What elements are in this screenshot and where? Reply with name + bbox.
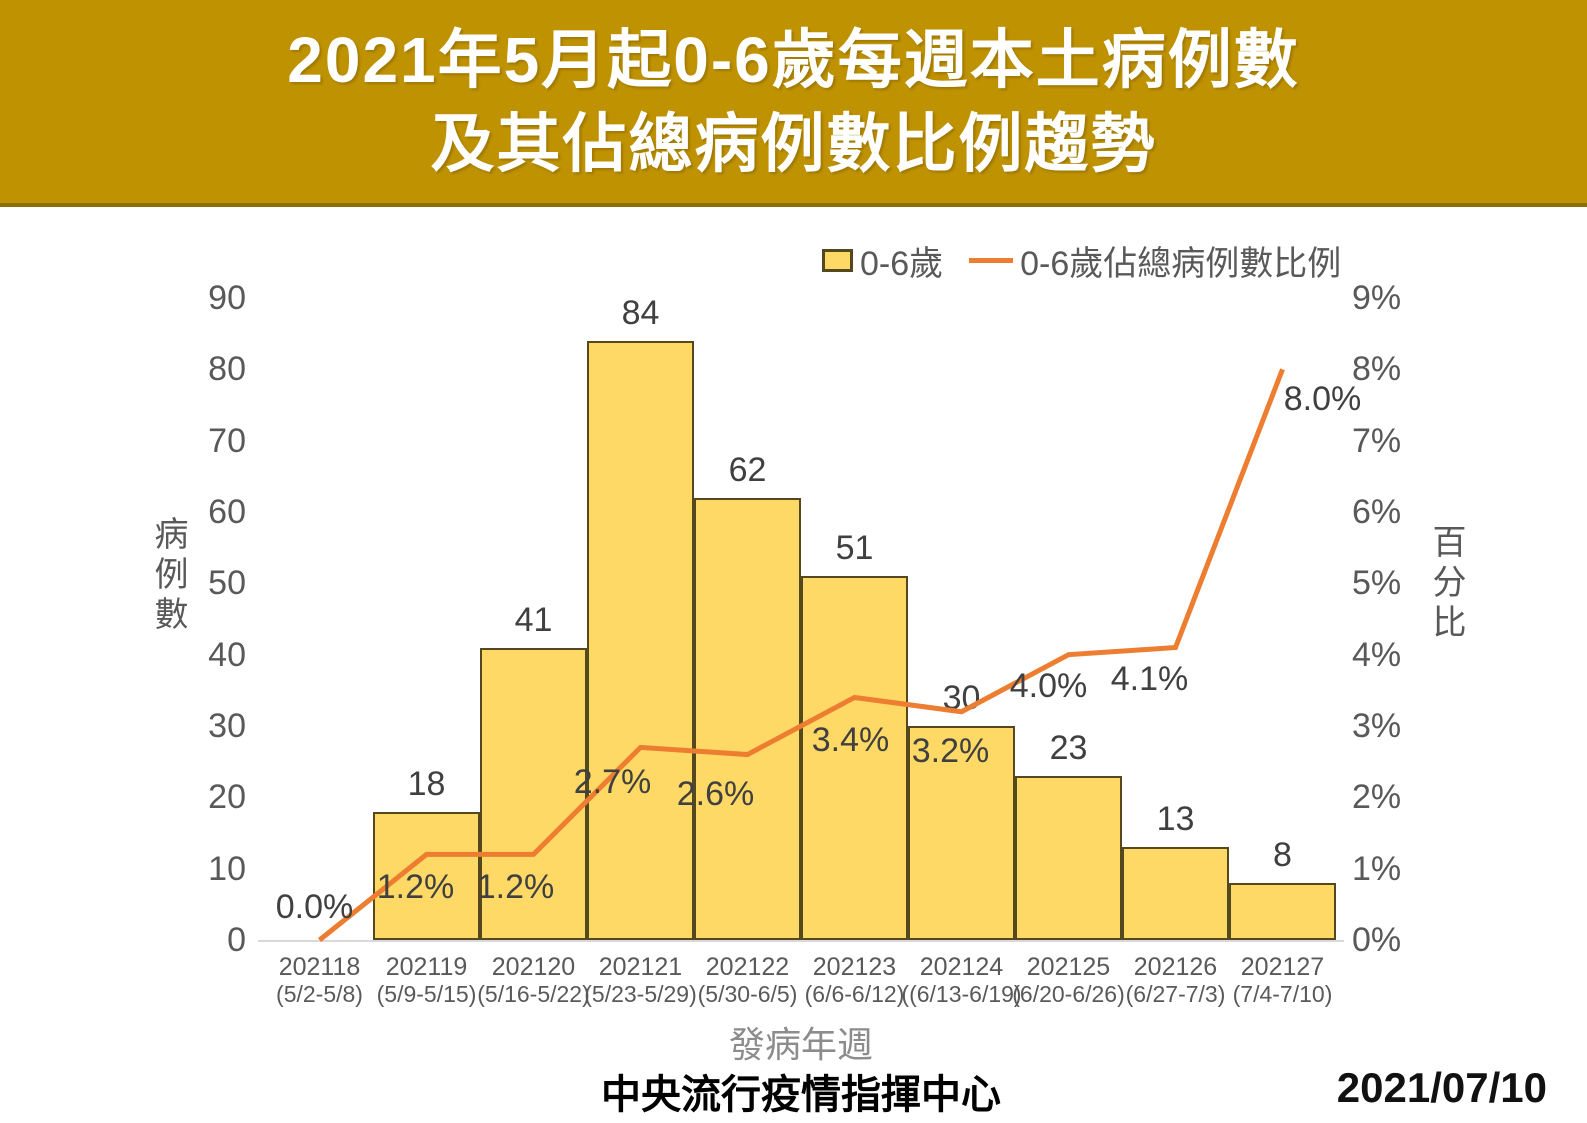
- right-axis-tick: 0%: [1352, 921, 1402, 959]
- x-tick-range: (5/30-6/5): [697, 981, 798, 1007]
- left-axis-tick: 90: [208, 279, 246, 317]
- x-tick-week: 202118: [278, 953, 361, 981]
- x-axis-tick: 202121 (5/23-5/29): [584, 953, 697, 1008]
- x-axis-tick: 202127 (7/4-7/10): [1233, 953, 1333, 1008]
- x-tick-range: (6/20-6/26): [1012, 981, 1125, 1007]
- x-tick-range: ((6/13-6/19): [901, 981, 1022, 1007]
- bar-value-label: 13: [1156, 800, 1195, 839]
- legend-bar-label: 0-6歲: [860, 245, 944, 283]
- bar: [373, 811, 480, 940]
- bar-value-label: 62: [728, 450, 767, 489]
- right-axis-tick: 1%: [1352, 849, 1402, 888]
- bar: [587, 340, 694, 940]
- x-tick-week: 202122: [705, 953, 790, 981]
- line-point-label: 1.2%: [476, 868, 555, 907]
- right-axis-tick: 7%: [1352, 421, 1402, 460]
- x-tick-range: (6/6-6/12): [804, 981, 905, 1007]
- line-point-label: 2.6%: [676, 774, 755, 813]
- trend-polyline: [317, 368, 1285, 942]
- x-tick-week: 202126: [1133, 953, 1218, 981]
- x-tick-range: (7/4-7/10): [1232, 981, 1333, 1007]
- title-banner: 2021年5月起0-6歲每週本土病例數 及其佔總病例數比例趨勢: [0, 0, 1587, 207]
- legend-line-label: 0-6歲佔總病例數比例: [1020, 245, 1342, 283]
- right-axis-tick: 8%: [1352, 350, 1402, 389]
- left-axis-tick: 30: [208, 707, 246, 745]
- line-point-label: 0.0%: [275, 888, 354, 926]
- page-title-line1: 2021年5月起0-6歲每週本土病例數: [287, 23, 1300, 96]
- x-tick-week: 202121: [598, 953, 683, 981]
- footer-date: 2021/07/10: [1336, 1064, 1547, 1111]
- bar: [1229, 882, 1336, 940]
- x-axis-tick: 202124 ((6/13-6/19): [901, 953, 1021, 1008]
- bar-value-label: 23: [1049, 728, 1088, 767]
- right-axis-tick: 6%: [1352, 493, 1402, 531]
- legend-item-bar: 0-6歲: [822, 236, 943, 285]
- left-axis-tick: 0: [227, 921, 246, 959]
- x-axis-tick: 202118 (5/2-5/8): [276, 953, 363, 1008]
- x-tick-week: 202119: [385, 953, 468, 981]
- left-axis-title: 病例數: [149, 516, 187, 636]
- x-tick-week: 202125: [1026, 953, 1111, 981]
- bar-value-label: 18: [407, 764, 446, 803]
- x-tick-range: (5/16-5/22): [477, 981, 590, 1007]
- bar: [908, 726, 1015, 940]
- x-axis-tick: 202119 (5/9-5/15): [377, 953, 477, 1008]
- left-axis-tick: 80: [208, 350, 246, 389]
- line-point-label: 1.2%: [376, 868, 455, 907]
- footer-source: 中央流行疫情指揮中心: [601, 1073, 1001, 1117]
- right-axis-tick: 2%: [1352, 778, 1402, 817]
- x-tick-week: 202120: [491, 953, 576, 981]
- left-axis-tick: 60: [208, 493, 246, 531]
- chart-legend: 0-6歲 0-6歲佔總病例數比例: [822, 236, 1341, 285]
- x-tick-week: 202127: [1240, 953, 1325, 981]
- line-point-label: 4.0%: [1009, 666, 1088, 705]
- right-axis-tick: 5%: [1352, 564, 1402, 603]
- x-axis-tick: 202122 (5/30-6/5): [698, 953, 798, 1008]
- right-axis-title: 百分比: [1427, 524, 1465, 644]
- legend-item-line: 0-6歲佔總病例數比例: [969, 236, 1341, 285]
- right-axis-tick: 3%: [1352, 707, 1402, 745]
- x-tick-range: (5/9-5/15): [376, 981, 477, 1007]
- x-tick-range: (5/23-5/29): [584, 981, 697, 1007]
- bar-swatch-icon: [822, 249, 853, 272]
- x-tick-range: (6/27-7/3): [1125, 981, 1226, 1007]
- left-axis-tick: 10: [208, 849, 246, 888]
- bar: [694, 497, 801, 940]
- right-axis-tick: 4%: [1352, 635, 1402, 674]
- x-axis-tick: 202125 (6/20-6/26): [1012, 953, 1125, 1008]
- bar: [1122, 847, 1229, 940]
- x-axis-tick: 202120 (5/16-5/22): [477, 953, 590, 1008]
- left-axis-tick: 50: [208, 564, 246, 603]
- x-axis-title: 發病年週: [728, 1024, 873, 1065]
- page-title-line2: 及其佔總病例數比例趨勢: [430, 107, 1157, 180]
- line-swatch-icon: [969, 258, 1014, 263]
- x-axis-tick: 202123 (6/6-6/12): [805, 953, 905, 1008]
- left-axis-tick: 20: [208, 778, 246, 817]
- line-point-label: 3.4%: [811, 721, 890, 760]
- bar-value-label: 84: [621, 293, 660, 332]
- x-tick-week: 202123: [812, 953, 897, 981]
- x-tick-range: (5/2-5/8): [276, 981, 363, 1007]
- bar-value-label: 8: [1273, 835, 1292, 874]
- bar-value-label: 51: [835, 529, 874, 568]
- bar: [1015, 775, 1122, 940]
- bar-value-label: 41: [514, 600, 553, 639]
- bar: [801, 576, 908, 940]
- x-axis-line: [258, 940, 1344, 942]
- line-point-label: 2.7%: [573, 763, 652, 802]
- x-axis-tick: 202126 (6/27-7/3): [1126, 953, 1226, 1008]
- line-point-label: 8.0%: [1283, 380, 1362, 419]
- left-axis-tick: 70: [208, 421, 246, 460]
- line-point-label: 3.2%: [911, 731, 990, 770]
- line-point-label: 4.1%: [1110, 659, 1189, 698]
- right-axis-tick: 9%: [1352, 279, 1402, 317]
- bar: [480, 647, 587, 940]
- x-tick-week: 202124: [919, 953, 1004, 981]
- left-axis-tick: 40: [208, 635, 246, 674]
